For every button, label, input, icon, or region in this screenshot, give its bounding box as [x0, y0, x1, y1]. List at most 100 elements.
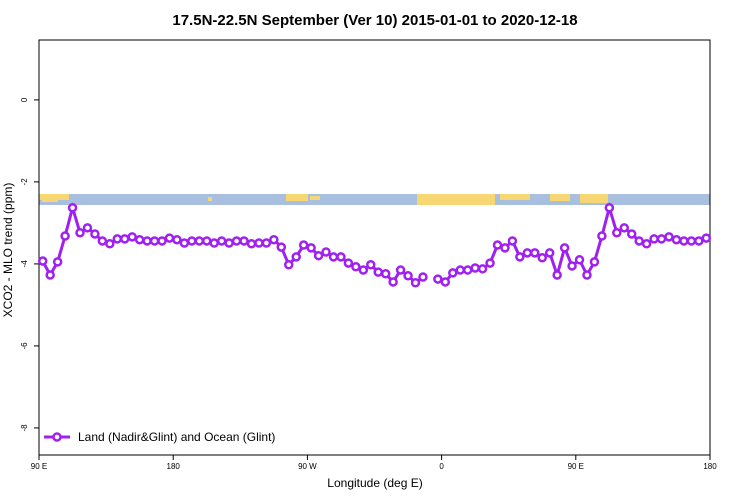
point	[410, 278, 421, 288]
point	[45, 270, 55, 280]
point	[418, 272, 428, 282]
point	[202, 236, 212, 246]
point	[276, 242, 287, 252]
point	[530, 248, 540, 258]
point	[559, 243, 570, 253]
point	[284, 259, 294, 270]
point	[440, 277, 451, 287]
plot-frame	[38, 39, 711, 456]
point	[187, 236, 197, 246]
point	[403, 271, 413, 281]
x-tick-label: 90 W	[298, 462, 317, 471]
point	[567, 261, 577, 271]
point	[358, 265, 369, 275]
point	[269, 234, 279, 245]
point	[291, 252, 301, 262]
point	[626, 229, 637, 239]
point	[619, 223, 630, 233]
point	[298, 240, 309, 250]
point	[321, 247, 331, 257]
point	[75, 227, 85, 238]
point	[664, 232, 674, 242]
point	[179, 238, 190, 248]
legend-label: Land (Nadir&Glint) and Ocean (Glint)	[78, 430, 275, 444]
legend-marker	[52, 432, 62, 442]
point	[172, 234, 182, 245]
point	[328, 252, 339, 262]
point	[649, 234, 659, 244]
point	[149, 236, 160, 246]
x-tick-label: 180	[167, 462, 181, 471]
point	[209, 238, 219, 248]
x-axis-label: Longitude (deg E)	[327, 476, 422, 490]
point	[671, 234, 682, 245]
point	[366, 259, 376, 270]
y-tick-label: -4	[20, 260, 29, 268]
point	[224, 238, 234, 248]
point	[112, 234, 123, 244]
point	[216, 236, 227, 246]
point	[492, 240, 503, 250]
point	[90, 229, 100, 239]
point	[261, 238, 272, 248]
point	[373, 267, 383, 277]
point	[537, 253, 547, 263]
point	[701, 233, 712, 243]
point	[134, 234, 145, 245]
x-tick-label: 0	[439, 462, 444, 471]
point	[597, 231, 607, 241]
point	[544, 248, 555, 258]
y-tick-label: -6	[20, 342, 29, 350]
point	[462, 265, 473, 275]
y-axis-label: XCO2 - MLO trend (ppm)	[1, 183, 15, 318]
point	[351, 262, 361, 272]
point	[641, 239, 652, 249]
point	[515, 252, 525, 262]
point	[239, 236, 249, 246]
point	[52, 257, 63, 267]
point	[395, 265, 406, 275]
point	[574, 255, 585, 265]
point	[448, 268, 458, 278]
point	[522, 248, 533, 258]
point	[105, 239, 115, 249]
point	[589, 257, 600, 267]
point	[306, 243, 316, 253]
point	[97, 236, 108, 246]
chart-title: 17.5N-22.5N September (Ver 10) 2015-01-0…	[172, 12, 577, 29]
point	[477, 264, 488, 274]
point	[470, 263, 480, 273]
point	[82, 223, 93, 233]
point	[507, 236, 518, 246]
point	[455, 265, 465, 275]
point	[336, 252, 346, 262]
point	[612, 227, 622, 238]
x-tick-label: 90 E	[31, 462, 47, 471]
y-tick-label: -2	[20, 178, 29, 186]
point	[604, 202, 615, 213]
point	[500, 243, 510, 253]
point	[313, 250, 324, 261]
point	[656, 234, 667, 244]
x-tick-label: 90 E	[568, 462, 584, 471]
point	[119, 234, 130, 244]
y-tick-label: -8	[20, 424, 29, 432]
y-tick-label: 0	[20, 97, 29, 102]
point	[686, 236, 697, 246]
point	[142, 236, 152, 246]
point	[634, 236, 644, 246]
point	[552, 270, 562, 280]
point	[380, 268, 391, 279]
point	[37, 256, 48, 266]
point	[231, 236, 242, 246]
point	[164, 233, 175, 243]
point	[246, 239, 257, 249]
point	[127, 232, 137, 242]
point	[679, 236, 689, 246]
point	[433, 274, 443, 284]
point	[694, 236, 704, 246]
point	[60, 231, 70, 241]
point	[254, 238, 264, 248]
x-tick-label: 180	[703, 462, 717, 471]
